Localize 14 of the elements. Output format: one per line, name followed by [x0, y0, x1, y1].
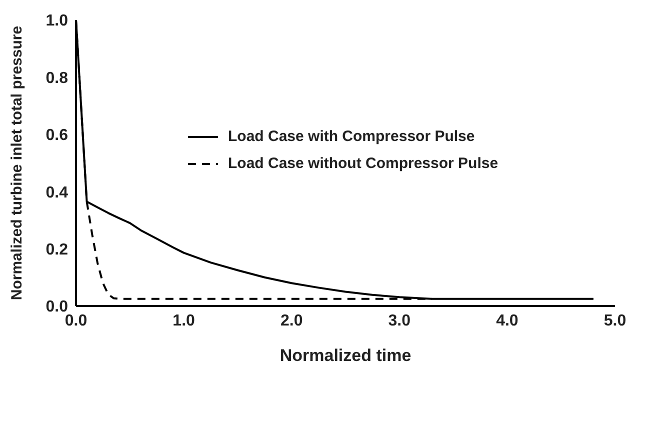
x-tick-label: 3.0: [388, 312, 411, 330]
y-tick-label: 0.8: [46, 70, 68, 87]
y-axis-title: Normalized turbine inlet total pressure: [8, 26, 26, 300]
legend-label: Load Case with Compressor Pulse: [228, 128, 475, 145]
x-tick-label: 2.0: [280, 312, 303, 330]
x-axis-title: Normalized time: [280, 346, 412, 365]
y-tick-label: 0.6: [46, 127, 68, 144]
y-tick-label: 0.2: [46, 241, 68, 258]
x-tick-label: 5.0: [604, 312, 626, 330]
legend-label: Load Case without Compressor Pulse: [228, 155, 498, 172]
y-tick-label: 1.0: [46, 12, 68, 30]
x-tick-label: 4.0: [496, 312, 518, 330]
y-tick-label: 0.4: [46, 184, 68, 202]
x-tick-label: 1.0: [172, 312, 196, 330]
